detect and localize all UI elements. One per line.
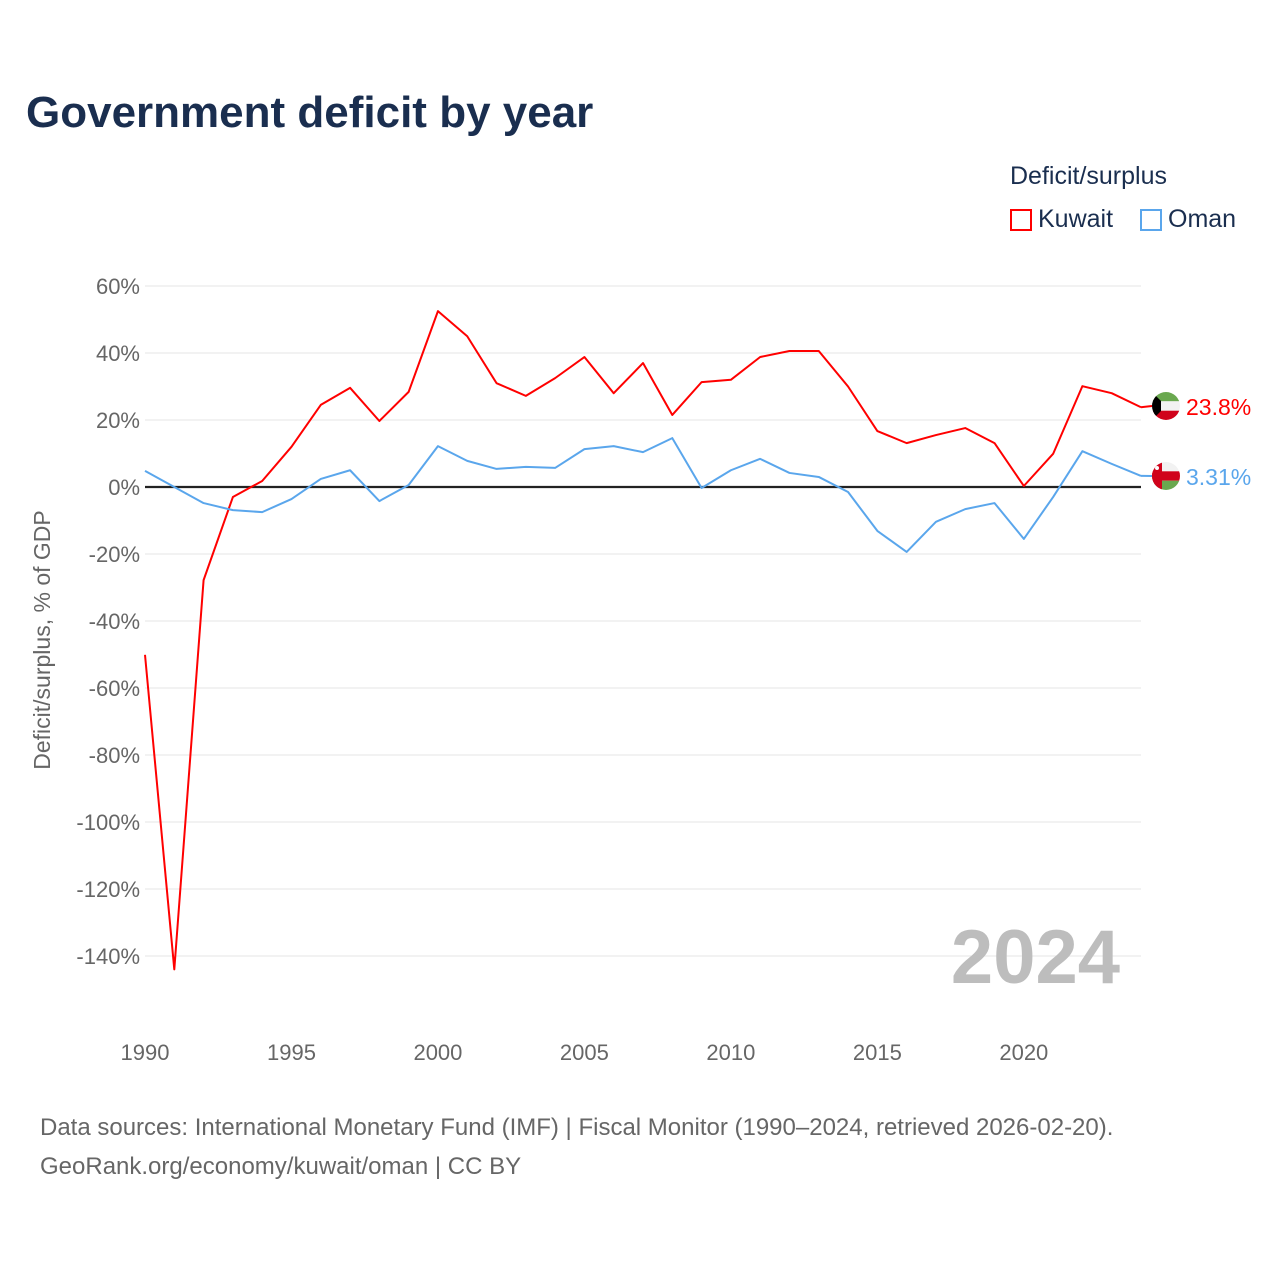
flag-emblem	[1155, 466, 1159, 470]
flag-stripe	[1152, 462, 1180, 472]
x-tick-label: 2015	[853, 1040, 902, 1065]
y-tick-label: -60%	[89, 676, 140, 701]
flag-stripe	[1152, 480, 1180, 490]
y-tick-label: 0%	[108, 475, 140, 500]
legend-item-kuwait[interactable]: Kuwait	[1010, 205, 1113, 234]
kuwait-flag-icon	[1152, 392, 1180, 420]
source-line-2[interactable]: GeoRank.org/economy/kuwait/oman | CC BY	[40, 1153, 522, 1180]
x-tick-label: 2020	[999, 1040, 1048, 1065]
legend-swatch-oman	[1140, 208, 1162, 231]
x-tick-label: 1995	[267, 1040, 316, 1065]
legend-title: Deficit/surplus	[1010, 162, 1167, 190]
flag-stripe	[1152, 471, 1180, 481]
y-tick-label: 60%	[96, 274, 140, 299]
year-watermark: 2024	[951, 915, 1120, 1000]
y-tick-label: -120%	[76, 877, 140, 902]
legend-item-oman[interactable]: Oman	[1140, 205, 1236, 234]
series-line-oman	[144, 437, 1142, 553]
connector-kuwait	[1140, 405, 1153, 409]
legend-label-oman: Oman	[1168, 205, 1237, 233]
y-tick-label: -40%	[89, 609, 140, 634]
flag-stripe	[1152, 401, 1180, 411]
y-tick-label: -100%	[76, 810, 140, 835]
flag-trapezoid	[1152, 392, 1161, 420]
legend-label-kuwait: Kuwait	[1038, 205, 1114, 233]
end-label-kuwait: 23.8%	[1186, 394, 1251, 420]
x-tick-label: 2000	[413, 1040, 462, 1065]
y-axis-label: Deficit/surplus, % of GDP	[29, 510, 55, 769]
series-line-kuwait	[144, 310, 1142, 971]
x-tick-label: 2005	[560, 1040, 609, 1065]
source-line-1: Data sources: International Monetary Fun…	[40, 1114, 1114, 1141]
flag-body	[1152, 392, 1180, 420]
legend-swatch-kuwait	[1010, 208, 1032, 231]
chart-title: Government deficit by year	[26, 88, 594, 137]
flag-hoist	[1152, 462, 1162, 490]
y-tick-label: -140%	[76, 944, 140, 969]
source-note: Data sources: International Monetary Fun…	[40, 1108, 1113, 1186]
flag-stripe	[1152, 410, 1180, 420]
x-tick-label: 2010	[706, 1040, 755, 1065]
y-tick-label: 20%	[96, 408, 140, 433]
flag-body	[1152, 462, 1180, 490]
y-tick-label: -80%	[89, 743, 140, 768]
flag-stripe	[1152, 392, 1180, 402]
end-label-oman: 3.31%	[1186, 464, 1251, 490]
oman-flag-icon	[1152, 462, 1180, 490]
x-tick-label: 1990	[121, 1040, 170, 1065]
y-tick-label: -20%	[89, 542, 140, 567]
plot-area: 60% 40% 20% 0% -20% -40% -60% -80% -100% -120% -14…	[29, 274, 1251, 1065]
y-tick-label: 40%	[96, 341, 140, 366]
